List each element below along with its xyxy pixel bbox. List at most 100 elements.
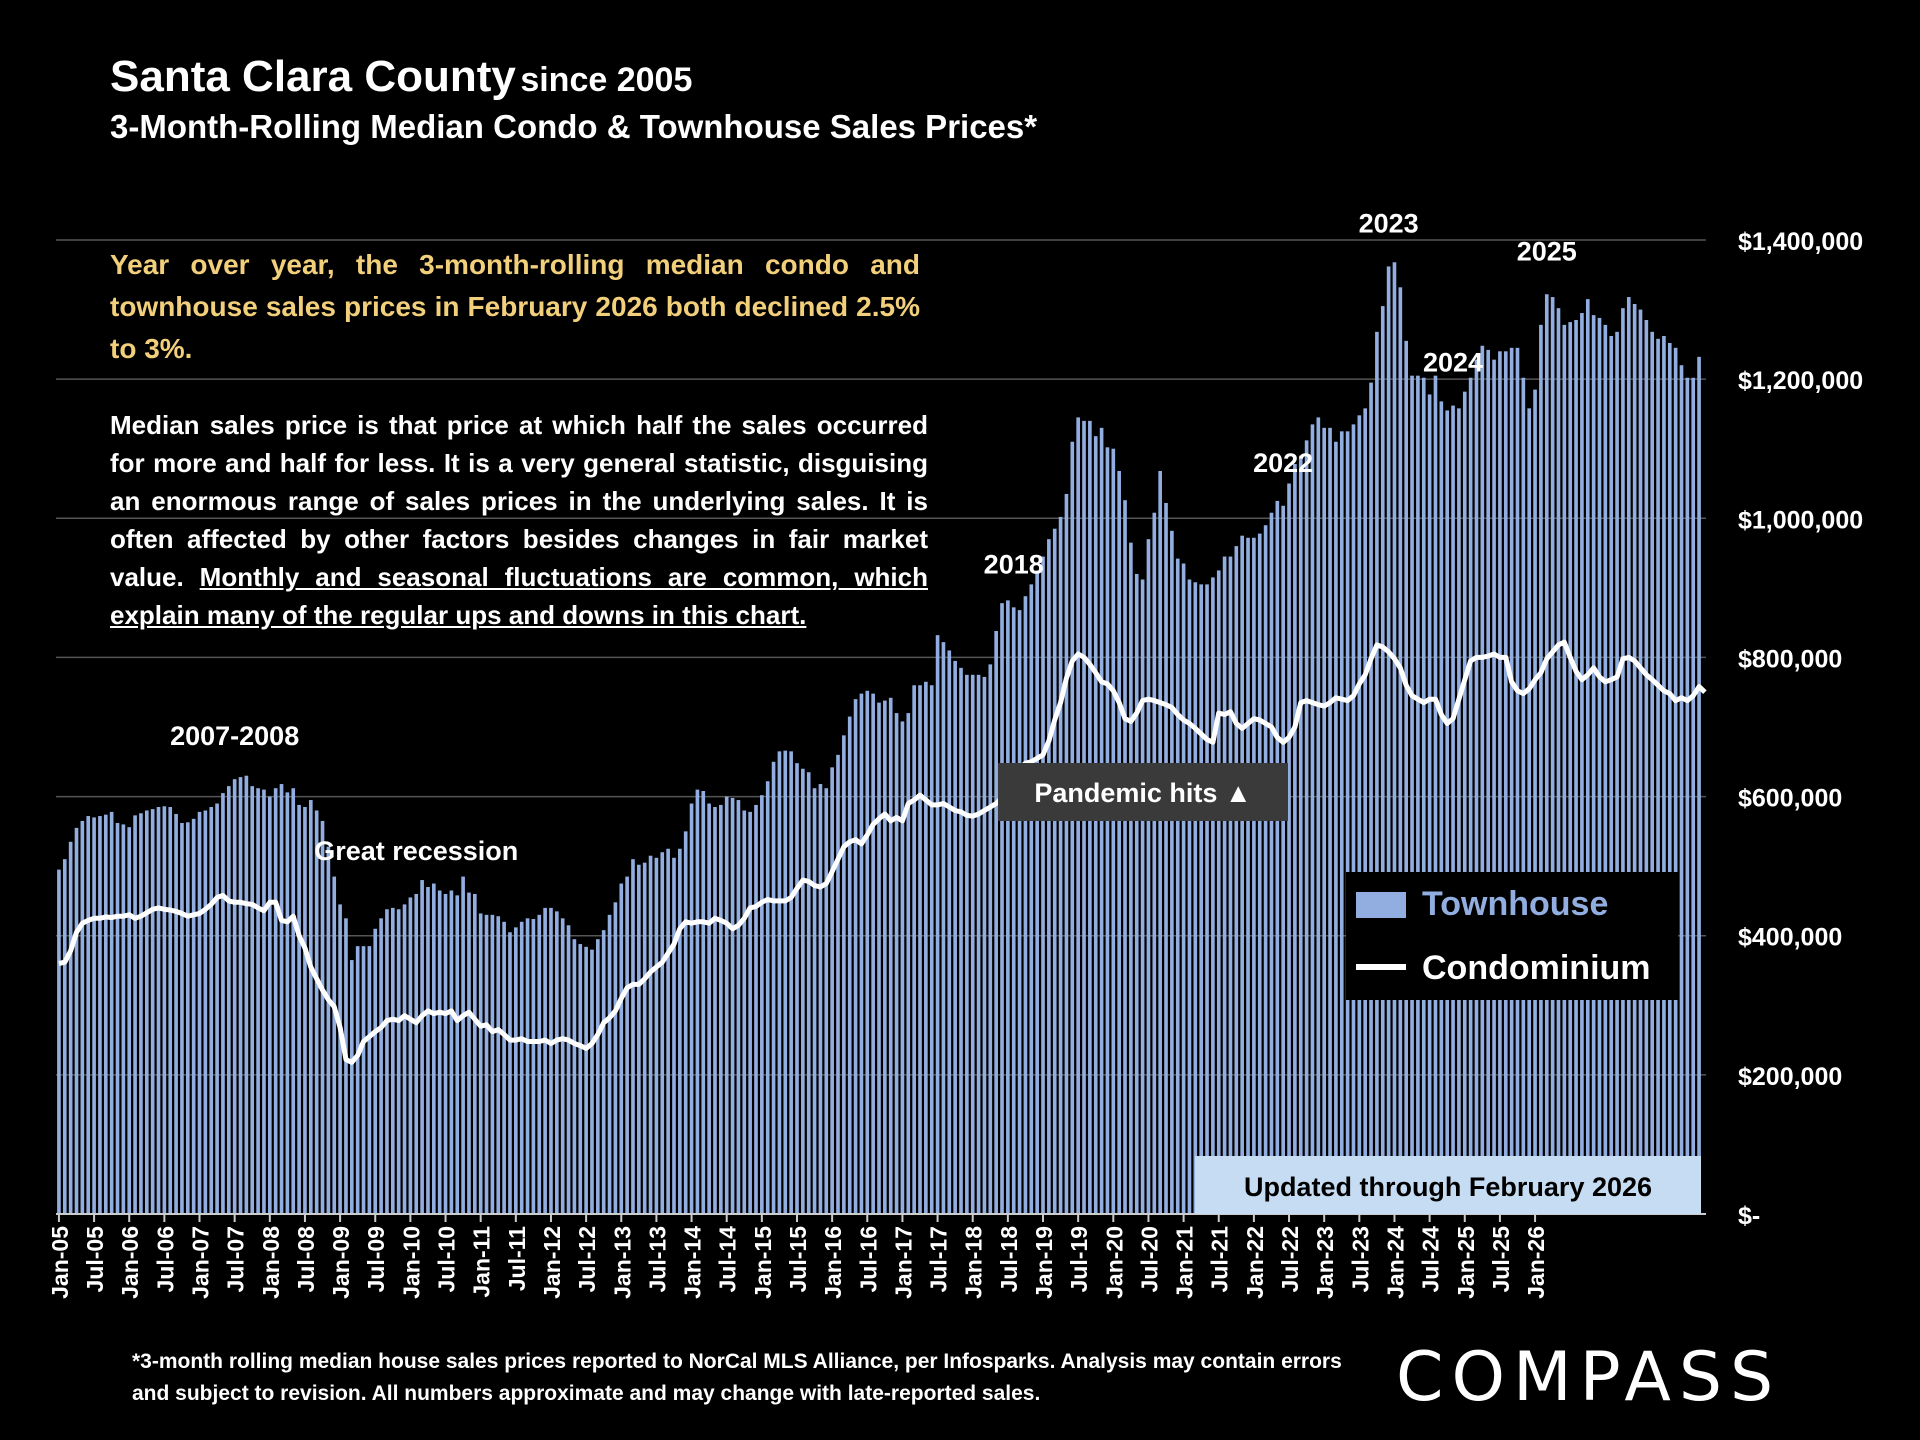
- townhouse-bar: [150, 809, 155, 1214]
- townhouse-bar: [168, 807, 173, 1214]
- townhouse-bar: [783, 750, 788, 1214]
- townhouse-bar: [326, 846, 331, 1214]
- townhouse-bar: [432, 883, 436, 1214]
- townhouse-bar: [701, 791, 706, 1214]
- townhouse-bar: [666, 848, 670, 1214]
- townhouse-bar: [642, 862, 647, 1214]
- legend-label-townhouse: Townhouse: [1422, 885, 1608, 923]
- townhouse-bar: [496, 916, 501, 1214]
- x-tick-label: Jan-21: [1172, 1226, 1198, 1299]
- townhouse-bar: [1603, 324, 1608, 1214]
- title-since: since 2005: [520, 61, 693, 99]
- townhouse-bar: [508, 932, 512, 1214]
- townhouse-bar: [976, 674, 981, 1214]
- townhouse-bar: [285, 792, 290, 1214]
- townhouse-bar: [1205, 584, 1209, 1214]
- townhouse-bar: [1427, 394, 1432, 1214]
- townhouse-bar: [180, 823, 184, 1214]
- townhouse-bar: [121, 824, 126, 1214]
- townhouse-bar: [1679, 365, 1684, 1214]
- townhouse-bar: [572, 939, 577, 1214]
- townhouse-bar: [1410, 375, 1414, 1214]
- townhouse-bar: [994, 630, 998, 1214]
- townhouse-bar: [502, 921, 506, 1214]
- townhouse-bar: [1158, 470, 1162, 1214]
- townhouse-bar: [719, 804, 723, 1214]
- x-tick-label: Jan-10: [398, 1226, 424, 1299]
- period-annotation: 2018: [984, 549, 1044, 579]
- townhouse-bar: [730, 797, 735, 1214]
- x-tick-label: Jan-13: [609, 1226, 635, 1299]
- townhouse-bar: [789, 751, 793, 1214]
- townhouse-bar: [824, 788, 829, 1214]
- condominium-line: [58, 639, 1707, 1065]
- x-tick-label: Jul-16: [855, 1226, 881, 1292]
- compass-logo: COMPASS: [1396, 1338, 1782, 1417]
- townhouse-bar: [1480, 345, 1485, 1215]
- townhouse-bar: [760, 795, 764, 1214]
- townhouse-bar: [1421, 377, 1426, 1214]
- townhouse-bar: [1216, 570, 1221, 1214]
- townhouse-bar: [385, 909, 389, 1214]
- townhouse-bar: [115, 823, 120, 1214]
- townhouse-bar: [1474, 359, 1479, 1215]
- townhouse-bar: [1281, 505, 1285, 1215]
- townhouse-bar: [1105, 447, 1110, 1214]
- townhouse-bar: [1058, 516, 1063, 1214]
- townhouse-bar: [1240, 535, 1244, 1214]
- x-tick-label: Jul-06: [152, 1226, 178, 1292]
- title-main: Santa Clara County: [110, 52, 516, 101]
- townhouse-bar: [344, 918, 348, 1214]
- townhouse-bar: [1585, 299, 1590, 1214]
- townhouse-bar: [543, 907, 547, 1214]
- townhouse-bar: [1638, 309, 1643, 1215]
- townhouse-bar: [414, 893, 419, 1214]
- townhouse-bar: [467, 892, 471, 1214]
- townhouse-bar: [1486, 349, 1491, 1214]
- townhouse-bar: [818, 784, 823, 1214]
- townhouse-bar: [1404, 340, 1409, 1215]
- townhouse-bar: [1093, 436, 1098, 1215]
- townhouse-bar: [1328, 427, 1332, 1214]
- pandemic-callout-box: [998, 763, 1288, 821]
- y-tick-label: $400,000: [1738, 924, 1842, 952]
- townhouse-bar: [68, 841, 73, 1214]
- townhouse-bar: [1457, 408, 1461, 1214]
- townhouse-bar: [1503, 351, 1508, 1214]
- townhouse-bar: [970, 674, 975, 1214]
- townhouse-bar: [1568, 322, 1573, 1214]
- townhouse-bar: [871, 693, 875, 1214]
- townhouse-bar: [1468, 377, 1473, 1214]
- townhouse-bar: [221, 793, 225, 1214]
- townhouse-bar: [490, 914, 495, 1214]
- townhouse-bar: [1580, 313, 1584, 1214]
- townhouse-bar: [98, 816, 102, 1214]
- townhouse-bar: [1550, 297, 1555, 1214]
- x-tick-label: Jul-21: [1207, 1226, 1233, 1293]
- x-tick-label: Jan-20: [1101, 1226, 1127, 1299]
- townhouse-bar: [144, 810, 149, 1214]
- townhouse-bar: [256, 788, 260, 1214]
- body-paragraph: Median sales price is that price at whic…: [110, 410, 928, 592]
- townhouse-bar: [1029, 584, 1034, 1214]
- legend-swatch-townhouse: [1356, 892, 1406, 918]
- x-tick-label: Jul-15: [785, 1226, 811, 1293]
- townhouse-bar: [390, 907, 395, 1214]
- townhouse-bar: [484, 914, 489, 1214]
- townhouse-bar: [1632, 304, 1637, 1214]
- townhouse-bar: [537, 914, 542, 1214]
- townhouse-bar: [1556, 308, 1561, 1214]
- townhouse-bar: [1574, 320, 1578, 1214]
- townhouse-bar: [959, 667, 963, 1214]
- townhouse-bar: [912, 685, 916, 1214]
- townhouse-bar: [1375, 331, 1379, 1214]
- townhouse-bar: [771, 761, 776, 1214]
- townhouse-bar: [918, 685, 922, 1214]
- townhouse-bar: [648, 855, 653, 1214]
- y-tick-label: $200,000: [1738, 1063, 1842, 1091]
- townhouse-bar: [894, 713, 899, 1214]
- period-annotation: 2025: [1517, 236, 1577, 266]
- x-tick-label: Jul-17: [926, 1226, 952, 1292]
- townhouse-bar: [1445, 410, 1450, 1214]
- townhouse-bar: [244, 775, 249, 1214]
